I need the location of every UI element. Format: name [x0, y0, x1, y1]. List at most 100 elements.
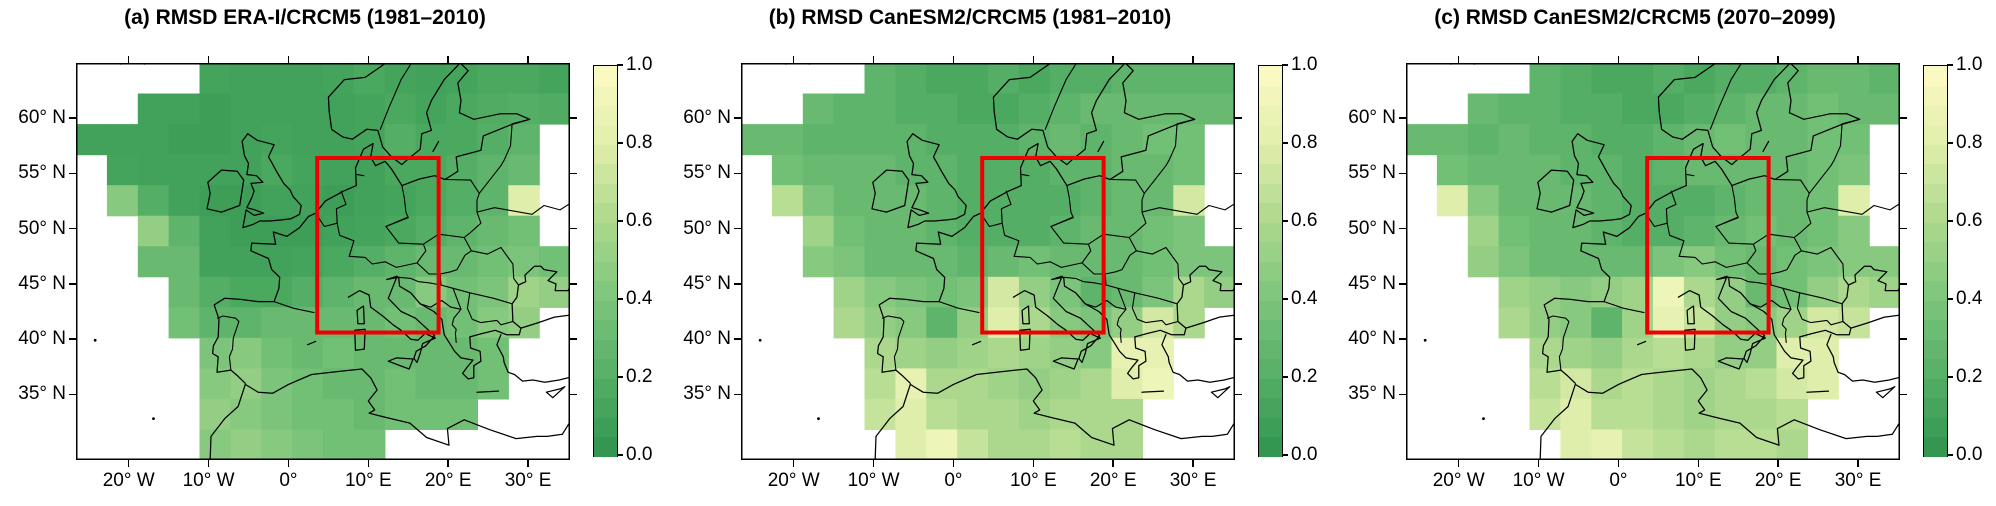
grid-cell: [1018, 429, 1051, 460]
grid-cell: [384, 124, 417, 156]
grid-cell: [771, 185, 804, 217]
x-tick-label: 30° E: [1169, 470, 1217, 491]
grid-cell: [137, 185, 170, 217]
coastline: [354, 328, 366, 351]
grid-cell: [1529, 368, 1561, 400]
x-axis-tick-top: [1697, 56, 1700, 63]
x-axis-tick-top: [367, 56, 370, 63]
grid-cell: [508, 124, 540, 156]
colorbar-tick-label: 0.0: [1291, 444, 1318, 465]
grid-cell: [802, 215, 835, 247]
grid-cell: [292, 337, 324, 369]
colorbar-step: [1924, 436, 1947, 457]
grid-cell: [199, 246, 231, 278]
plot-frame: [1406, 63, 1900, 460]
x-tick-label: 20° W: [767, 470, 820, 491]
grid-cell: [1745, 93, 1778, 125]
grid-cell: [261, 93, 293, 125]
colorbar-tick: [617, 64, 623, 66]
colorbar-step: [1259, 144, 1282, 164]
grid-cell: [230, 93, 262, 125]
grid-cell: [230, 307, 262, 339]
x-axis-tick-top: [1112, 56, 1114, 63]
grid-cell: [833, 185, 866, 217]
grid-cell: [1498, 124, 1531, 156]
coastline: [387, 357, 414, 370]
x-tick-label: 10° E: [1009, 470, 1057, 491]
grid-cell: [1204, 63, 1235, 95]
grid-cell: [1529, 63, 1561, 95]
x-tick-label: 0°: [944, 470, 963, 491]
coastline: [432, 140, 440, 153]
grid-cell: [1049, 185, 1082, 217]
grid-cell: [199, 429, 231, 460]
country-border: [1752, 178, 1812, 245]
panel-c: (c) RMSD CanESM2/CRCM5 (2070–2099) 20° W…: [1330, 0, 1995, 506]
grid-cell: [864, 368, 896, 400]
y-tick-label: 40° N: [683, 328, 731, 350]
grid-cell: [833, 124, 866, 156]
colorbar-tick-label: 1.0: [1291, 54, 1318, 75]
grid-cell: [833, 154, 866, 186]
grid-cell: [539, 63, 570, 95]
colorbar-step: [594, 358, 617, 379]
grid-cell: [988, 93, 1020, 125]
grid-cell: [1049, 429, 1082, 460]
grid-cell: [477, 368, 509, 400]
grid-cell: [802, 124, 835, 156]
grid-cell: [802, 185, 835, 217]
grid-cell: [353, 398, 386, 430]
grid-cell: [1498, 215, 1531, 247]
colorbar-step: [1259, 202, 1282, 223]
grid-cell: [1591, 368, 1623, 400]
grid-cell: [1560, 276, 1592, 308]
coastline: [347, 275, 502, 380]
colorbar-step: [1924, 241, 1947, 262]
coastline: [1012, 275, 1167, 380]
y-axis-tick-right: [570, 283, 577, 285]
country-border: [1021, 174, 1030, 177]
coastline: [306, 340, 317, 346]
grid-cell: [895, 246, 927, 278]
grid-cell: [1776, 337, 1808, 369]
grid-cell: [1745, 429, 1778, 460]
grid-cell: [988, 398, 1020, 430]
grid-cell: [771, 124, 804, 156]
grid-cell: [261, 124, 293, 156]
colorbar-step: [594, 66, 617, 86]
grid-cell: [137, 124, 170, 156]
country-border: [1665, 190, 1677, 224]
country-border: [1063, 273, 1107, 286]
colorbar-step: [594, 280, 617, 301]
y-tick-label: 60° N: [683, 107, 731, 129]
y-tick-label: 45° N: [683, 272, 731, 294]
grid-cell: [895, 429, 927, 460]
x-axis-tick-top: [527, 56, 529, 63]
grid-cell: [539, 276, 570, 308]
grid-cell: [446, 215, 478, 247]
grid-cell: [1467, 154, 1500, 186]
grid-cell: [1080, 215, 1113, 247]
grid-cell: [1653, 429, 1685, 460]
grid-cell: [1049, 93, 1082, 125]
grid-cell: [168, 246, 201, 278]
colorbar-tick: [1282, 220, 1288, 222]
grid-cell: [895, 337, 927, 369]
grid-cell: [1111, 93, 1143, 125]
grid-cell: [1204, 276, 1235, 308]
y-axis-tick: [1399, 283, 1406, 285]
x-axis-tick-top: [287, 56, 290, 63]
coastline: [1161, 334, 1235, 383]
y-axis-tick: [69, 172, 76, 175]
grid-cell: [957, 429, 989, 460]
grid-cell: [1018, 368, 1051, 400]
grid-cell: [1838, 93, 1870, 125]
grid-cell: [957, 124, 989, 156]
y-axis-tick: [1399, 117, 1406, 119]
grid-cell: [384, 276, 417, 308]
grid-cell: [446, 276, 478, 308]
coastline: [1097, 140, 1105, 153]
country-border: [980, 212, 1020, 257]
country-border: [315, 212, 355, 257]
